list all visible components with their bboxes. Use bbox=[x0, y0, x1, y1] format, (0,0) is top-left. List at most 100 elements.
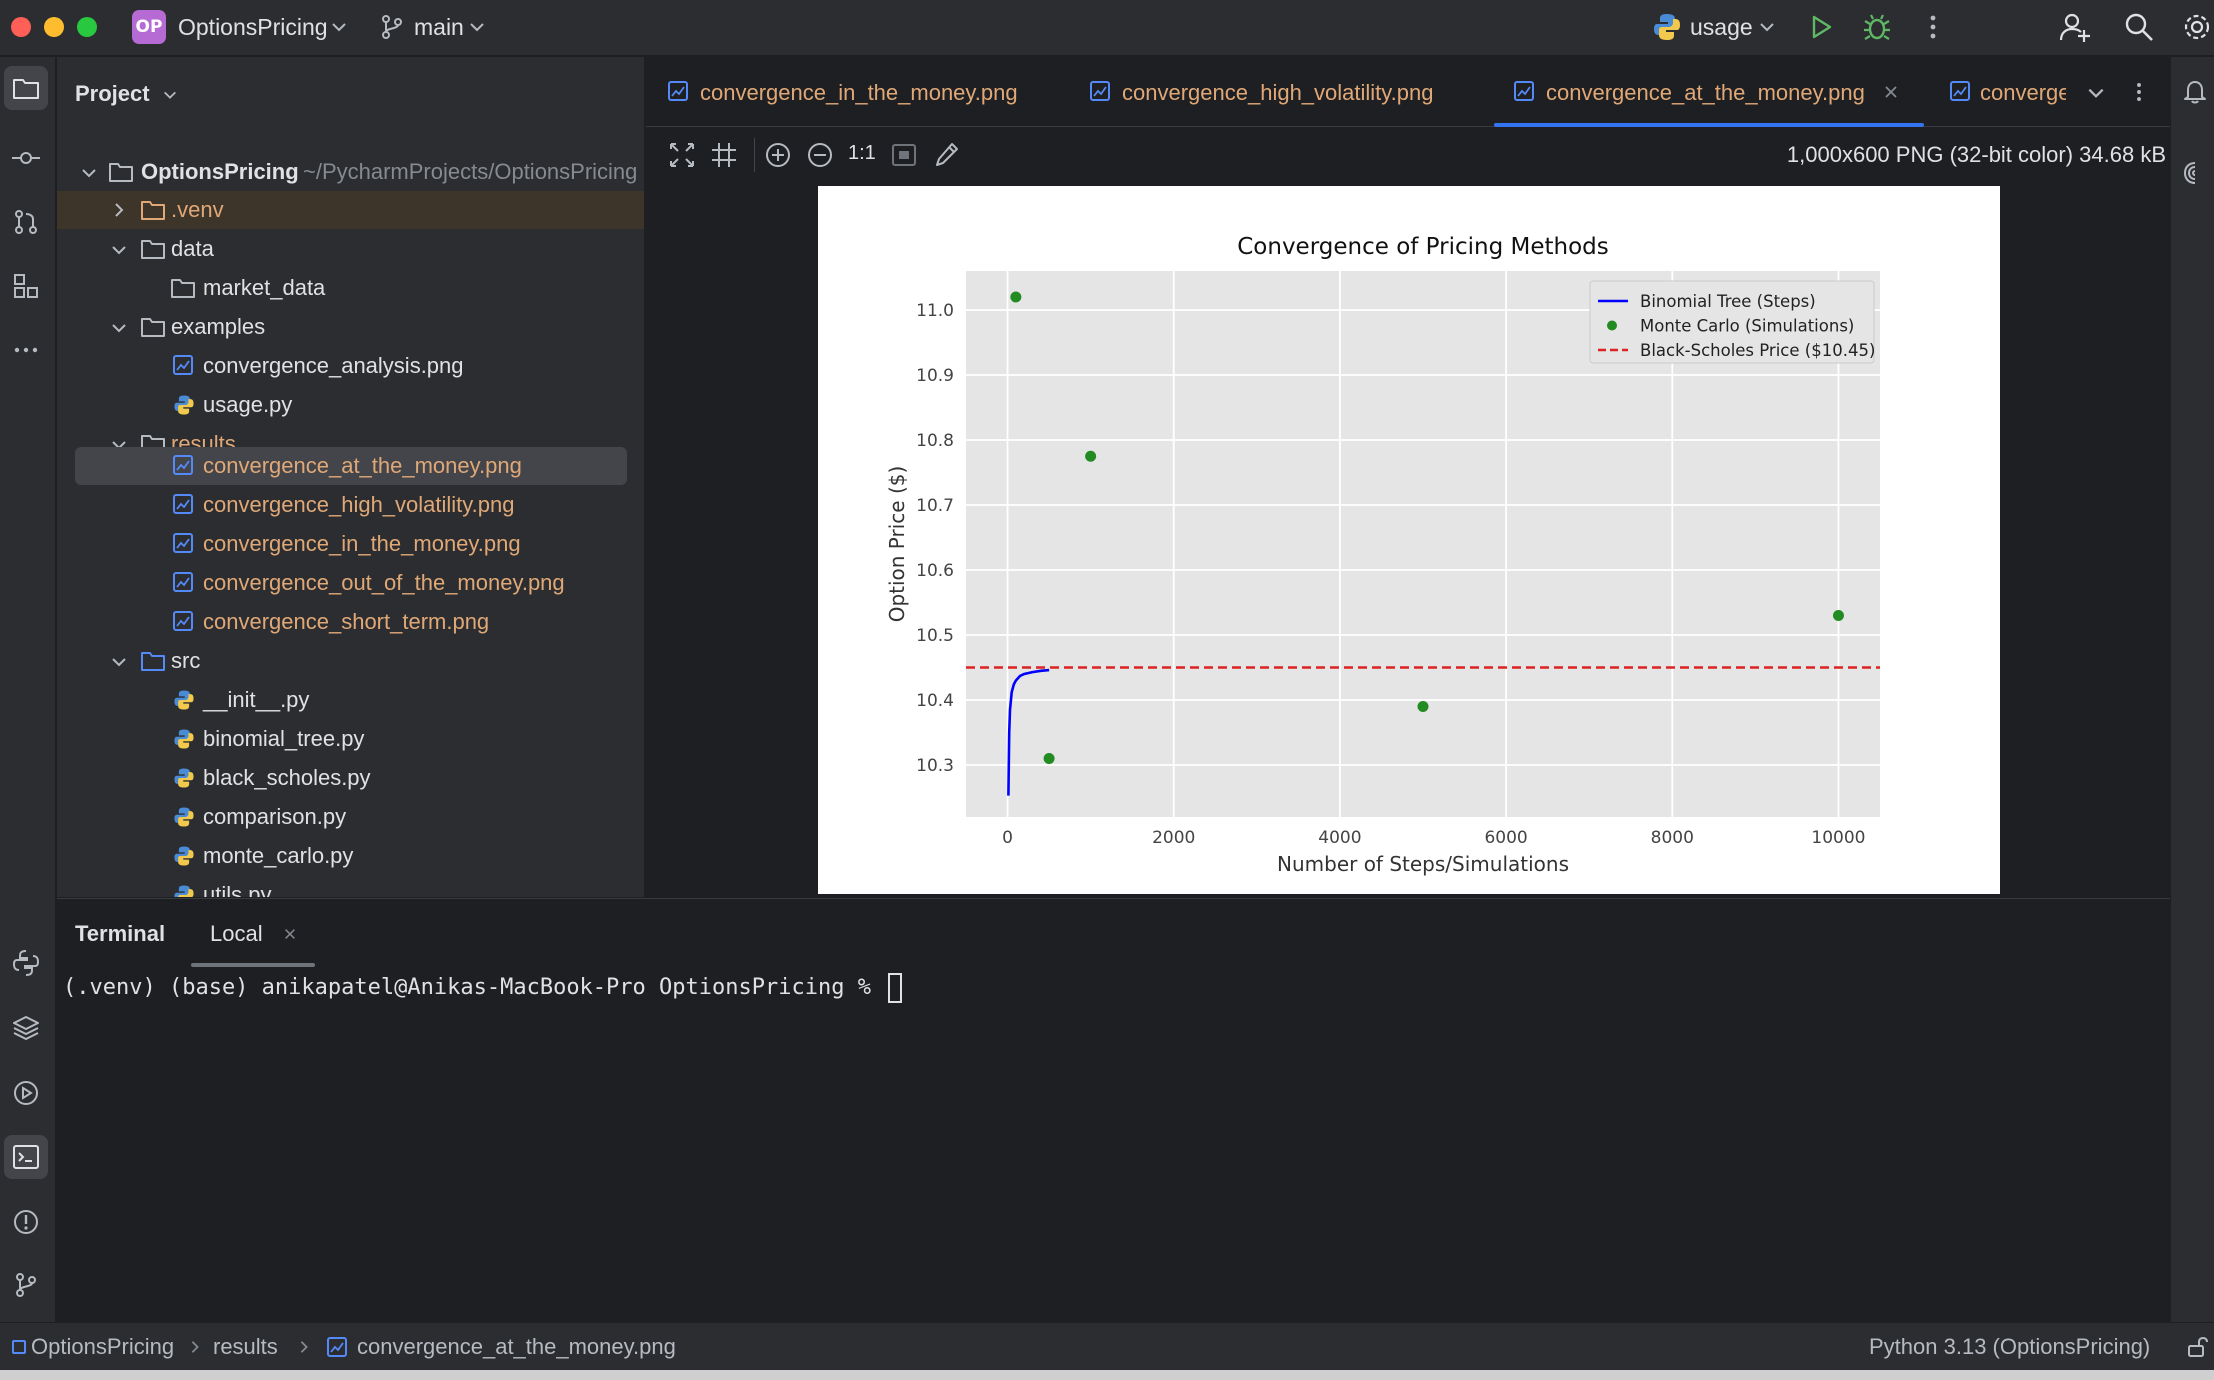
breadcrumb-folder[interactable]: results bbox=[213, 1334, 278, 1359]
tab-more-options-icon[interactable] bbox=[2124, 77, 2154, 107]
tab-label: converge bbox=[1980, 80, 2066, 105]
tree-item-convergence-short-term[interactable]: convergence_short_term.png bbox=[57, 603, 644, 641]
actual-size-button[interactable]: 1:1 bbox=[848, 142, 876, 164]
tree-item-monte-carlo-py[interactable]: monte_carlo.py bbox=[57, 837, 644, 875]
chevron-down-icon[interactable] bbox=[330, 18, 348, 36]
status-bar: OptionsPricing results convergence_at_th… bbox=[0, 1322, 2214, 1370]
settings-gear-icon[interactable] bbox=[2180, 10, 2214, 44]
terminal-session-tab-local[interactable]: Local bbox=[210, 921, 263, 946]
image-viewer-toolbar: 1:1 1,000x600 PNG (32-bit color) 34.68 k… bbox=[646, 128, 2170, 184]
commit-icon[interactable] bbox=[4, 136, 48, 180]
tab-label: convergence_at_the_money.png bbox=[1546, 80, 1865, 105]
chevron-down-icon[interactable] bbox=[111, 242, 127, 258]
notifications-bell-icon[interactable] bbox=[2181, 77, 2209, 105]
pull-requests-icon[interactable] bbox=[4, 200, 48, 244]
python-packages-icon[interactable] bbox=[4, 1006, 48, 1050]
debug-icon[interactable] bbox=[1860, 10, 1894, 44]
project-panel-title-label: Project bbox=[75, 81, 150, 106]
terminal-panel: Terminal Local (.venv) (base) anikapatel… bbox=[57, 898, 2170, 1322]
tree-item-convergence-analysis[interactable]: convergence_analysis.png bbox=[57, 347, 644, 385]
ai-assistant-icon[interactable] bbox=[2181, 159, 2209, 187]
tree-item-src[interactable]: src bbox=[57, 642, 644, 680]
more-tools-icon[interactable] bbox=[4, 328, 48, 372]
terminal-title[interactable]: Terminal bbox=[75, 921, 166, 946]
chevron-down-icon[interactable] bbox=[162, 87, 178, 103]
close-icon[interactable] bbox=[283, 927, 297, 941]
tree-item-label: binomial_tree.py bbox=[203, 726, 365, 751]
tree-item-black-scholes-py[interactable]: black_scholes.py bbox=[57, 759, 644, 797]
chevron-down-icon[interactable] bbox=[111, 654, 127, 670]
window-minimize-button[interactable] bbox=[44, 17, 64, 37]
tree-item-label: convergence_at_the_money.png bbox=[203, 453, 522, 478]
background-toggle-icon[interactable] bbox=[890, 141, 918, 169]
tree-item-convergence-at-the-money[interactable]: convergence_at_the_money.png bbox=[75, 447, 627, 485]
monte-carlo-point bbox=[1043, 753, 1055, 764]
chevron-down-icon[interactable] bbox=[1758, 18, 1776, 36]
tree-item-convergence-high-volatility[interactable]: convergence_high_volatility.png bbox=[57, 486, 644, 524]
search-icon[interactable] bbox=[2122, 10, 2156, 44]
run-icon[interactable] bbox=[1804, 10, 1838, 44]
monte-carlo-point bbox=[1417, 701, 1429, 712]
tab-convergence-at-the-money[interactable]: convergence_at_the_money.png bbox=[1494, 57, 1924, 127]
terminal-output[interactable]: (.venv) (base) anikapatel@Anikas-MacBook… bbox=[63, 973, 903, 1003]
tree-item-label: convergence_analysis.png bbox=[203, 353, 464, 378]
tree-item-comparison-py[interactable]: comparison.py bbox=[57, 798, 644, 836]
x-tick-label: 8000 bbox=[1651, 828, 1694, 848]
legend-box bbox=[1589, 280, 1875, 364]
tree-item-convergence-out-of-the-money[interactable]: convergence_out_of_the_money.png bbox=[57, 564, 644, 602]
project-badge[interactable]: OP bbox=[132, 10, 166, 44]
chevron-down-icon[interactable] bbox=[81, 165, 97, 181]
tree-item-convergence-in-the-money[interactable]: convergence_in_the_money.png bbox=[57, 525, 644, 563]
tree-item-data[interactable]: data bbox=[57, 230, 644, 268]
zoom-out-icon[interactable] bbox=[806, 141, 834, 169]
tree-item-utils-py[interactable]: utils.py bbox=[57, 876, 644, 897]
tab-convergence-truncated[interactable]: converge bbox=[1936, 57, 2066, 127]
tree-item-examples[interactable]: examples bbox=[57, 308, 644, 346]
add-user-icon[interactable] bbox=[2058, 10, 2092, 44]
chevron-down-icon[interactable] bbox=[111, 320, 127, 336]
tree-item-label: monte_carlo.py bbox=[203, 843, 354, 868]
tab-convergence-high-volatility[interactable]: convergence_high_volatility.png bbox=[1066, 57, 1486, 127]
lock-icon[interactable] bbox=[2186, 1336, 2208, 1358]
terminal-tool-button[interactable] bbox=[4, 1135, 48, 1179]
project-switcher[interactable]: OptionsPricing bbox=[178, 14, 328, 40]
y-tick-label: 10.8 bbox=[916, 431, 954, 451]
project-panel-title[interactable]: Project bbox=[75, 81, 178, 107]
folder-icon bbox=[141, 240, 165, 259]
structure-icon[interactable] bbox=[4, 264, 48, 308]
tree-item-label: market_data bbox=[203, 275, 326, 300]
branch-icon[interactable] bbox=[378, 13, 406, 41]
zoom-in-icon[interactable] bbox=[764, 141, 792, 169]
run-config-selector[interactable]: usage bbox=[1690, 14, 1753, 40]
git-icon[interactable] bbox=[4, 1263, 48, 1307]
python-console-icon[interactable] bbox=[4, 941, 48, 985]
close-icon[interactable] bbox=[1883, 84, 1899, 100]
services-icon[interactable] bbox=[4, 1071, 48, 1115]
tree-item-market-data[interactable]: market_data bbox=[57, 269, 644, 307]
chevron-right-icon[interactable] bbox=[111, 202, 127, 218]
tree-item-venv[interactable]: .venv bbox=[57, 191, 644, 229]
more-options-icon[interactable] bbox=[1916, 10, 1950, 44]
tree-item-init-py[interactable]: __init__.py bbox=[57, 681, 644, 719]
branch-switcher[interactable]: main bbox=[414, 14, 464, 40]
chevron-down-icon[interactable] bbox=[468, 18, 486, 36]
fit-to-window-icon[interactable] bbox=[668, 141, 696, 169]
python-interpreter-selector[interactable]: Python 3.13 (OptionsPricing) bbox=[1869, 1334, 2151, 1359]
tab-convergence-in-the-money[interactable]: convergence_in_the_money.png bbox=[646, 57, 1056, 127]
project-tool-button[interactable] bbox=[4, 66, 48, 110]
tree-item-binomial-tree-py[interactable]: binomial_tree.py bbox=[57, 720, 644, 758]
tree-item-usage-py[interactable]: usage.py bbox=[57, 386, 644, 424]
breadcrumb-project[interactable]: OptionsPricing bbox=[31, 1334, 175, 1359]
breadcrumb-file[interactable]: convergence_at_the_money.png bbox=[357, 1334, 676, 1359]
window-maximize-button[interactable] bbox=[77, 17, 97, 37]
window-close-button[interactable] bbox=[11, 17, 31, 37]
image-file-icon bbox=[173, 355, 193, 375]
y-tick-label: 11.0 bbox=[916, 301, 954, 321]
tree-item-root[interactable]: OptionsPricing ~/PycharmProjects/Options… bbox=[57, 153, 644, 191]
color-picker-icon[interactable] bbox=[932, 141, 960, 169]
tree-item-path: ~/PycharmProjects/OptionsPricing bbox=[303, 159, 638, 184]
tree-item-label: OptionsPricing bbox=[141, 159, 299, 184]
grid-icon[interactable] bbox=[710, 141, 738, 169]
tab-list-chevron-icon[interactable] bbox=[2086, 83, 2106, 103]
problems-icon[interactable] bbox=[4, 1200, 48, 1244]
